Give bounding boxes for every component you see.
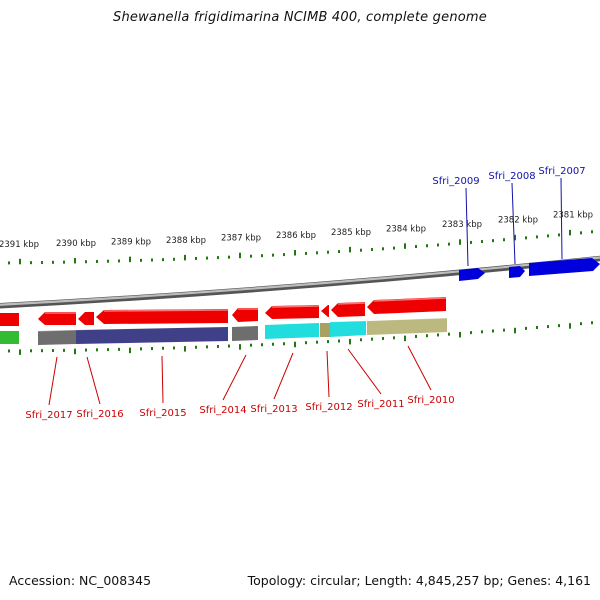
forward-label-line (465, 187, 469, 267)
gene-arrow-sfri-2014[interactable] (232, 308, 258, 322)
map-title: Shewanella frigidimarina NCIMB 400, comp… (113, 10, 487, 25)
gene-arrow-sfri-2012[interactable] (321, 305, 329, 317)
forward-genes (459, 258, 600, 281)
bottom-scale-ticks (8, 321, 593, 355)
gene-label-sfri-2013[interactable]: Sfri_2013 (250, 404, 297, 415)
gene-arrow-sfri-2016[interactable] (78, 312, 94, 325)
gene-label-sfri-2008[interactable]: Sfri_2008 (488, 171, 535, 182)
gene-label-sfri-2007[interactable]: Sfri_2007 (538, 166, 585, 177)
cog-bar-navy (76, 327, 228, 344)
cog-bar-olive (320, 323, 330, 337)
reverse-label-line (161, 355, 164, 404)
cog-bar-cyan (265, 323, 319, 339)
scale-labels: 2391 kbp 2390 kbp 2389 kbp 2388 kbp 2387 kbp… (0, 211, 593, 250)
reverse-label-line (86, 356, 101, 405)
gene-arrow-sfri-2010[interactable] (367, 297, 446, 314)
reverse-label-line (222, 354, 247, 401)
reverse-genes (0, 297, 447, 326)
gene-label-sfri-2012[interactable]: Sfri_2012 (305, 402, 352, 413)
cog-bar-cyan-2 (330, 321, 366, 337)
forward-label-line (560, 177, 563, 260)
scale-label: 2391 kbp (0, 240, 39, 250)
gene-label-sfri-2014[interactable]: Sfri_2014 (199, 405, 246, 416)
gene-label-sfri-2016[interactable]: Sfri_2016 (76, 409, 123, 420)
gene-arrow-sfri-2015[interactable] (96, 309, 228, 324)
gene-arrow-sfri-2009[interactable] (459, 268, 485, 281)
gene-arrow-sfri-2011[interactable] (331, 302, 365, 317)
cog-category-bars (0, 317, 448, 345)
reverse-label-line (326, 350, 330, 398)
cog-bar-green (0, 331, 19, 344)
gene-labels: Sfri_2009 Sfri_2008 Sfri_2007 Sfri_2017 … (25, 166, 585, 421)
top-scale-ticks (8, 229, 593, 265)
accession-text: Accession: NC_008345 (9, 573, 152, 588)
scale-label: 2386 kbp (276, 231, 316, 241)
gene-label-sfri-2017[interactable]: Sfri_2017 (25, 410, 72, 421)
gene-label-sfri-2009[interactable]: Sfri_2009 (432, 176, 479, 187)
scale-label: 2387 kbp (221, 234, 261, 244)
cog-bar-khaki (367, 318, 447, 335)
reverse-label-line (48, 356, 58, 406)
gene-arrow-sfri-2008[interactable] (509, 266, 525, 278)
forward-label-line (511, 182, 516, 265)
scale-label: 2390 kbp (56, 239, 96, 249)
gene-label-sfri-2011[interactable]: Sfri_2011 (357, 399, 404, 410)
genome-summary-text: Topology: circular; Length: 4,845,257 bp… (247, 573, 591, 588)
scale-label: 2384 kbp (386, 224, 426, 234)
gene-arrow-sfri-2017[interactable] (38, 312, 76, 325)
scale-label: 2389 kbp (111, 238, 151, 248)
scale-label: 2382 kbp (498, 216, 538, 226)
gene-label-sfri-2015[interactable]: Sfri_2015 (139, 408, 186, 419)
cog-bar-gray-2 (232, 326, 258, 341)
scale-label: 2381 kbp (553, 211, 593, 221)
gene-arrow-offscreen[interactable] (0, 313, 19, 326)
reverse-label-line (273, 352, 294, 400)
scale-label: 2388 kbp (166, 236, 206, 246)
cog-bar-gray (38, 330, 76, 345)
gene-arrow-sfri-2013[interactable] (265, 305, 319, 319)
reverse-label-line (407, 345, 432, 391)
gene-arrow-sfri-2007[interactable] (529, 258, 600, 276)
reverse-label-line (347, 348, 382, 395)
scale-label: 2383 kbp (442, 220, 482, 230)
scale-label: 2385 kbp (331, 228, 371, 238)
gene-label-sfri-2010[interactable]: Sfri_2010 (407, 395, 454, 406)
label-leader-lines (48, 177, 563, 406)
